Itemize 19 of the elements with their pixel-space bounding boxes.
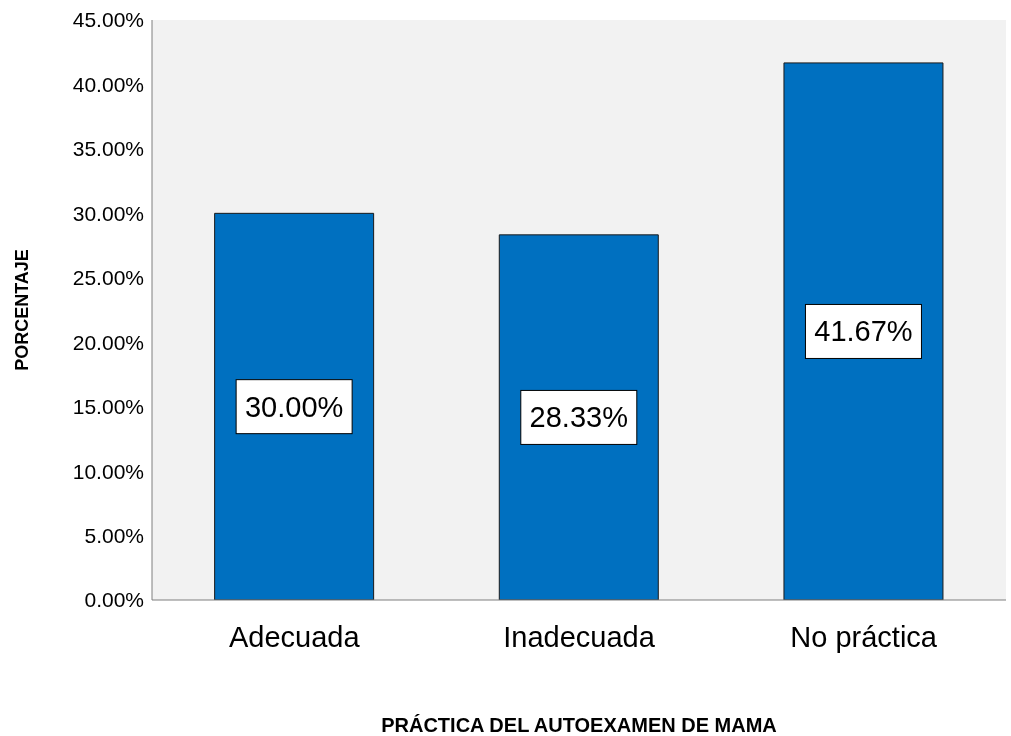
data-label: 41.67%	[814, 315, 913, 348]
y-tick-label: 40.00%	[72, 72, 144, 96]
x-tick-label: Adecuada	[229, 620, 361, 653]
data-label: 30.00%	[244, 390, 344, 423]
y-tick-label: 5.00%	[84, 524, 144, 548]
y-tick-label: 10.00%	[72, 459, 144, 483]
x-tick-label: No práctica	[790, 620, 938, 653]
y-tick-label: 0.00%	[84, 588, 144, 612]
y-tick-label: 35.00%	[72, 137, 144, 161]
y-tick-label: 30.00%	[72, 201, 144, 225]
y-axis-title: PORCENTAJE	[12, 249, 33, 371]
y-tick-label: 20.00%	[72, 330, 144, 354]
y-tick-label: 25.00%	[72, 266, 144, 290]
y-tick-label: 15.00%	[72, 395, 144, 419]
y-tick-label: 45.00%	[72, 8, 144, 32]
bar	[783, 62, 944, 600]
data-label: 28.33%	[529, 401, 628, 434]
x-axis-title: PRÁCTICA DEL AUTOEXAMEN DE MAMA	[381, 714, 777, 736]
x-tick-label: Inadecuada	[503, 620, 656, 653]
